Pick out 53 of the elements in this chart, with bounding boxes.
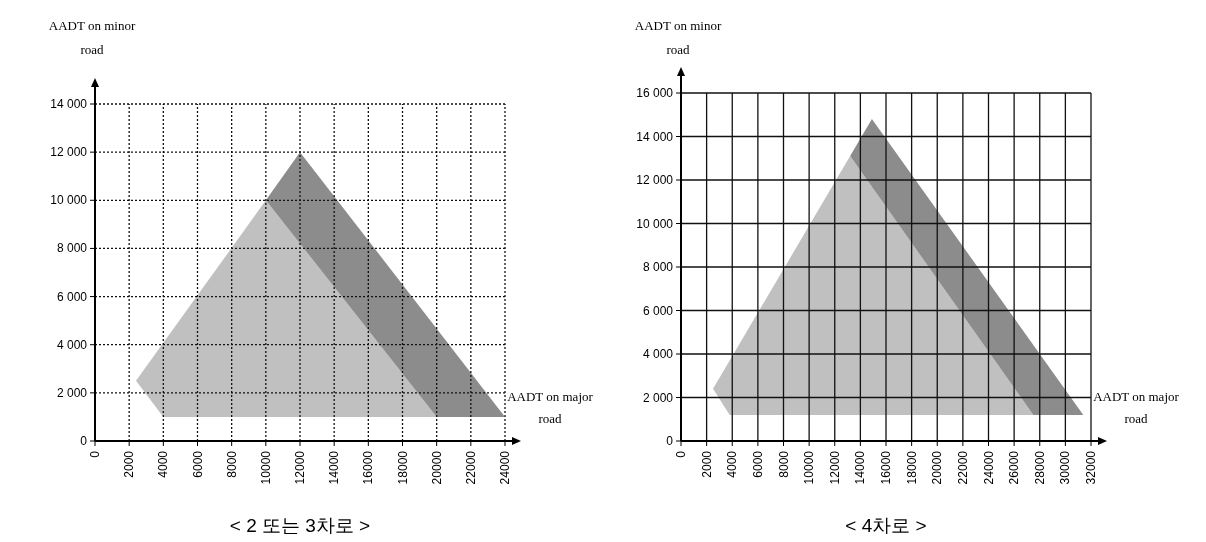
- x-tick-label: 2000: [122, 450, 137, 478]
- x-tick-label: 18000: [395, 450, 410, 485]
- x-tick-label: 32000: [1084, 450, 1098, 485]
- y-tick-label: 0: [80, 434, 88, 448]
- y-tick-label: 8 000: [642, 260, 674, 274]
- x-tick-label: 20000: [429, 450, 444, 485]
- x-tick-label: 14000: [853, 450, 868, 485]
- x-tick-label: 4000: [156, 450, 171, 478]
- x-axis-title: AADT on major road: [507, 389, 594, 426]
- y-tick-label: 4 000: [56, 337, 88, 352]
- x-tick-label: 2000: [699, 450, 714, 478]
- y-tick-label: 12 000: [636, 173, 674, 187]
- x-tick-label: 8000: [224, 450, 239, 478]
- x-tick-label: 22000: [955, 450, 970, 485]
- y-tick-label: 2 000: [642, 390, 674, 405]
- y-tick-label: 8 000: [56, 241, 88, 256]
- x-tick-label: 16000: [879, 450, 893, 485]
- y-tick-label: 14 000: [636, 129, 674, 144]
- x-tick-label: 4000: [725, 450, 740, 478]
- x-tick-label: 6000: [750, 450, 765, 478]
- text: < 2 또는 3차로 >: [229, 515, 371, 536]
- y-tick-label: 12 000: [50, 145, 88, 160]
- x-tick-label: 0: [88, 450, 102, 458]
- x-tick-label: 6000: [190, 450, 205, 478]
- x-tick-label: 24000: [498, 450, 512, 485]
- y-tick-label: 6 000: [642, 303, 674, 318]
- x-tick-label: 14000: [327, 450, 342, 485]
- x-tick-label: 26000: [1007, 450, 1022, 485]
- y-tick-label: 6 000: [56, 289, 88, 304]
- x-tick-label: 24000: [981, 450, 996, 485]
- x-tick-label: 18000: [904, 450, 919, 485]
- x-axis-title: AADT on major road: [1093, 389, 1180, 426]
- x-tick-label: 28000: [1032, 450, 1047, 485]
- y-tick-label: 14 000: [50, 97, 88, 111]
- x-tick-label: 12000: [293, 450, 307, 485]
- y-tick-label: 0: [666, 434, 674, 448]
- x-tick-label: 12000: [827, 450, 842, 485]
- x-tick-label: 16000: [361, 450, 376, 485]
- x-tick-label: 10000: [802, 450, 817, 485]
- text: < 4차로 >: [845, 515, 927, 536]
- x-tick-label: 22000: [463, 450, 478, 485]
- y-axis-title: AADT on minor road: [48, 18, 136, 57]
- y-tick-label: 10 000: [636, 216, 674, 231]
- y-tick-label: 2 000: [56, 385, 88, 400]
- x-tick-label: 30000: [1058, 450, 1073, 485]
- x-tick-label: 8000: [776, 450, 791, 478]
- y-axis-title: AADT on minor road: [634, 18, 722, 57]
- y-tick-label: 4 000: [642, 347, 674, 361]
- x-tick-label: 0: [674, 450, 688, 458]
- x-tick-label: 20000: [930, 450, 945, 485]
- y-tick-label: 16 000: [636, 86, 674, 100]
- y-tick-label: 10 000: [50, 193, 88, 208]
- x-tick-label: 10000: [258, 450, 273, 485]
